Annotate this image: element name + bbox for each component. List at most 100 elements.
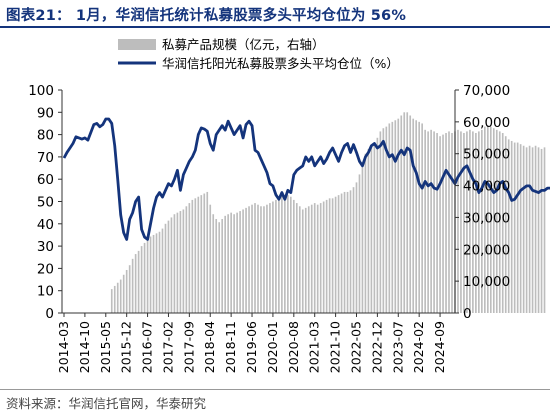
volume-bar	[307, 206, 310, 313]
left-tick-label: 0	[45, 306, 54, 322]
volume-bar	[310, 204, 313, 313]
volume-bar	[140, 246, 143, 313]
right-tick-label: 30,000	[463, 210, 510, 226]
volume-bar	[176, 212, 179, 313]
x-tick-label: 2017-02	[160, 321, 175, 373]
volume-bar	[540, 148, 543, 313]
volume-bar	[173, 214, 176, 313]
volume-bar	[167, 220, 170, 313]
volume-bar	[239, 211, 241, 313]
volume-bar	[463, 133, 465, 313]
volume-bar	[218, 222, 221, 313]
volume-bar	[179, 211, 182, 313]
axes	[58, 89, 459, 317]
volume-bar	[498, 131, 501, 313]
volume-bar	[316, 204, 319, 313]
volume-bar	[513, 142, 516, 313]
line-series-layer	[62, 117, 550, 241]
volume-bar	[149, 236, 152, 313]
volume-bar	[269, 203, 271, 313]
volume-bar	[451, 133, 453, 313]
left-tick-label: 60	[37, 172, 54, 188]
volume-bar	[361, 163, 364, 313]
volume-bar	[281, 196, 283, 313]
volume-bar	[260, 206, 262, 313]
right-tick-label: 60,000	[463, 115, 510, 131]
volume-bar	[466, 131, 468, 313]
volume-bar	[337, 195, 340, 313]
volume-bar	[475, 133, 477, 313]
source-note: 资料来源：华润信托官网，华泰研究	[6, 396, 207, 411]
volume-bar	[385, 126, 388, 313]
volume-bar	[495, 129, 498, 313]
left-tick-label: 100	[28, 83, 54, 99]
volume-bar	[409, 115, 412, 314]
volume-bar	[209, 204, 212, 313]
volume-bar	[272, 201, 274, 313]
volume-bar	[525, 147, 528, 313]
chart: 0 10 20 30 40 50 60 70 80 90 100 0 10,000 20,000 30,00…	[28, 37, 550, 373]
volume-bar	[236, 212, 238, 313]
volume-bar	[152, 234, 155, 313]
x-tick-label: 2016-07	[140, 321, 155, 373]
volume-bar	[200, 195, 203, 313]
volume-bar	[501, 133, 504, 313]
x-tick-label: 2018-11	[223, 321, 238, 373]
volume-bar	[212, 214, 215, 313]
left-tick-label: 30	[37, 239, 54, 255]
volume-bar	[355, 182, 358, 313]
x-tick-label: 2021-10	[328, 321, 343, 373]
volume-bar	[492, 128, 495, 313]
x-tick-label: 2014-10	[77, 321, 92, 373]
volume-bar	[313, 203, 316, 313]
volume-bar	[388, 123, 391, 313]
volume-bar	[367, 148, 370, 313]
volume-bar	[531, 147, 534, 313]
volume-bar	[534, 145, 537, 313]
left-tick-label: 20	[37, 261, 54, 277]
x-tick-label: 2024-02	[411, 321, 426, 373]
x-tick-label: 2020-01	[265, 321, 280, 373]
volume-bar	[448, 131, 450, 313]
volume-bar	[319, 203, 322, 313]
volume-bar	[290, 196, 292, 313]
right-tick-label: 70,000	[463, 83, 510, 99]
volume-bar	[128, 265, 131, 313]
volume-bar	[110, 289, 113, 313]
volume-bar	[358, 174, 361, 313]
volume-bar	[170, 217, 173, 313]
volume-bar	[116, 282, 119, 313]
volume-bar	[278, 198, 280, 313]
volume-bar	[376, 137, 379, 313]
x-tick-label: 2014-03	[56, 321, 71, 373]
legend-line-label: 华润信托阳光私募股票多头平均仓位（%）	[162, 56, 399, 71]
legend-bar-swatch	[118, 39, 156, 50]
volume-bar	[394, 120, 397, 313]
volume-bar	[248, 206, 250, 313]
volume-bar	[415, 120, 418, 313]
right-tick-label: 50,000	[463, 147, 510, 163]
volume-bar	[233, 214, 235, 313]
x-tick-label: 2017-09	[181, 321, 196, 373]
volume-bar	[113, 285, 116, 313]
title-underline	[0, 26, 550, 28]
volume-bar	[295, 203, 298, 313]
volume-bar	[436, 133, 438, 313]
volume-bar	[137, 250, 140, 313]
left-tick-label: 40	[37, 217, 54, 233]
volume-bar	[230, 212, 232, 313]
volume-bar	[406, 112, 409, 313]
volume-bar	[486, 125, 489, 313]
x-tick-label: 2015-12	[119, 321, 134, 373]
legend: 私募产品规模（亿元，右轴） 华润信托阳光私募股票多头平均仓位（%）	[118, 37, 399, 71]
volume-bar	[263, 206, 265, 313]
volume-bar	[292, 199, 295, 313]
volume-bar	[412, 118, 415, 313]
volume-bar	[370, 145, 373, 313]
volume-bar	[194, 198, 197, 313]
volume-bar	[484, 126, 486, 313]
x-tick-label: 2020-08	[286, 321, 301, 373]
volume-bar	[119, 279, 122, 313]
volume-bar	[266, 204, 268, 313]
volume-bar	[478, 131, 480, 313]
